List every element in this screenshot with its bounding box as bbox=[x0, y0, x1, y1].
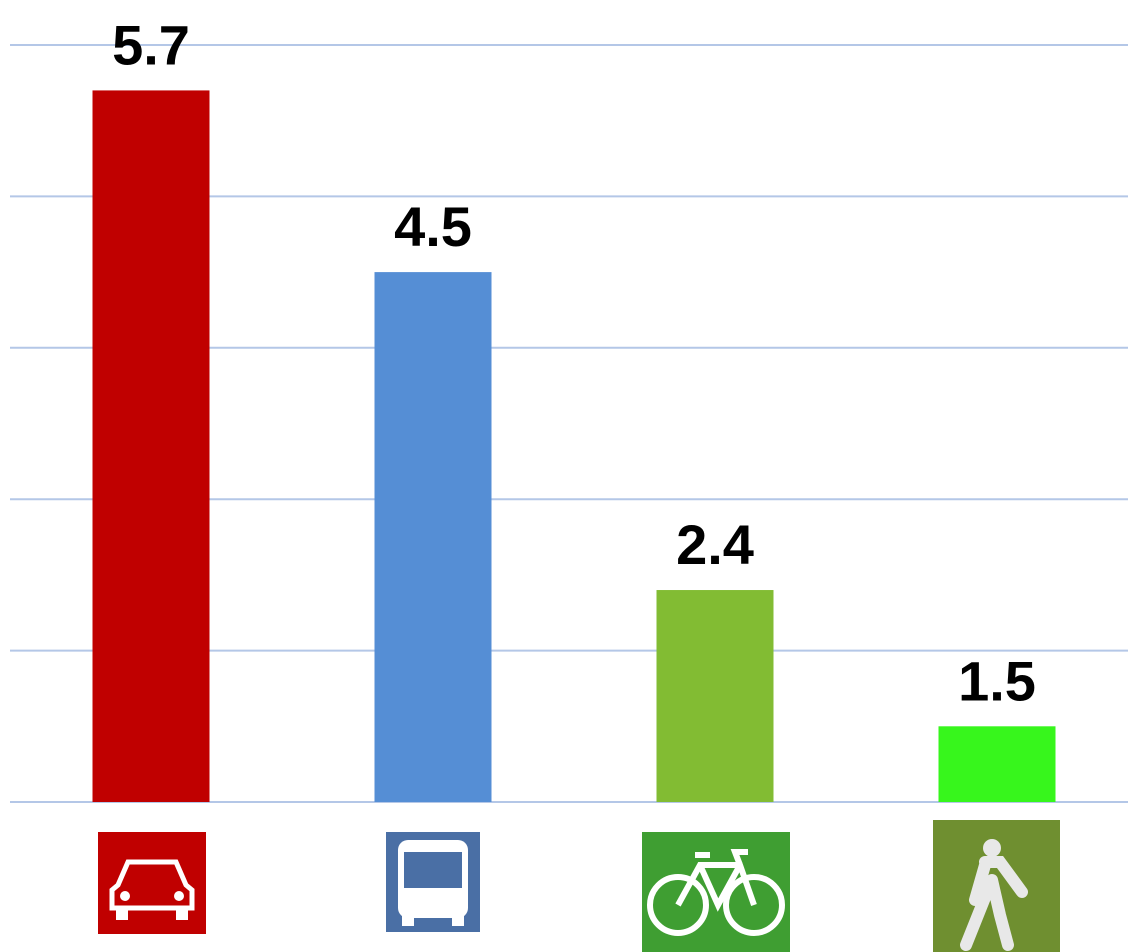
car-icon bbox=[98, 832, 206, 934]
pedestrian-icon bbox=[933, 820, 1060, 952]
value-label: 4.5 bbox=[394, 195, 472, 258]
bar bbox=[938, 726, 1056, 802]
bar bbox=[656, 590, 774, 802]
bus-icon bbox=[386, 832, 480, 932]
value-label: 5.7 bbox=[112, 13, 190, 76]
value-label: 1.5 bbox=[958, 649, 1036, 712]
bicycle-icon bbox=[642, 832, 790, 952]
value-label: 2.4 bbox=[676, 513, 754, 576]
bar bbox=[374, 272, 492, 803]
bar bbox=[92, 90, 210, 803]
